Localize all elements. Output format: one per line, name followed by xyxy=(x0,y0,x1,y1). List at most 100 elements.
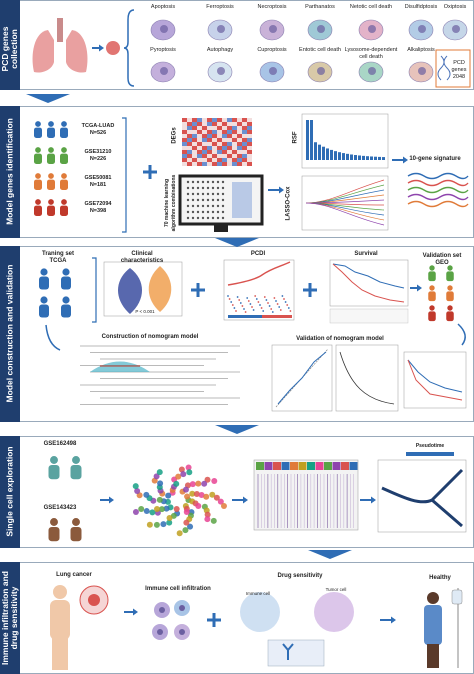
heatmap-cell xyxy=(237,158,242,162)
person-head xyxy=(61,147,67,153)
sc-band xyxy=(315,462,324,470)
rsf-bar xyxy=(338,152,341,160)
heatmap-cell xyxy=(237,162,242,166)
signature-wave xyxy=(407,179,469,187)
person-body xyxy=(428,271,436,282)
person-body xyxy=(47,153,55,164)
ml-dot xyxy=(186,216,190,220)
heatmap-cell xyxy=(192,126,197,130)
section-frame xyxy=(0,562,474,674)
heatmap-cell xyxy=(217,122,222,126)
person-body xyxy=(60,127,68,138)
ml-dot xyxy=(206,204,210,208)
pcdi-curve xyxy=(227,261,291,286)
roc-frame xyxy=(403,351,467,409)
patient-head xyxy=(427,592,439,604)
ml-dot xyxy=(191,210,195,214)
umap-dot xyxy=(186,469,193,476)
ml-dot xyxy=(201,216,205,220)
label: Alkaliptosis xyxy=(407,47,435,53)
umap-dot xyxy=(184,493,191,500)
section-title: Model genes identification xyxy=(4,118,15,225)
heatmap-cell xyxy=(227,130,232,134)
heatmap-cell xyxy=(197,130,202,134)
heatmap-cell xyxy=(207,122,212,126)
label: Cuproptosis xyxy=(257,47,287,53)
sc-heatmap xyxy=(253,459,359,531)
heatmap-cell xyxy=(247,126,252,130)
umap-dot xyxy=(153,473,160,480)
section-sidebar xyxy=(0,106,20,238)
pcdi-dot xyxy=(276,303,279,305)
umap-dot xyxy=(189,490,196,497)
pcdi-dot xyxy=(233,307,236,309)
label: Drug sensitivity xyxy=(277,573,323,579)
pcdi-dot xyxy=(263,296,266,298)
pcdi-dot xyxy=(287,307,290,309)
pcdi-dot xyxy=(284,301,287,303)
ml-dot xyxy=(216,216,220,220)
umap-dot xyxy=(166,519,173,526)
ml-dot xyxy=(191,180,195,184)
heatmap-cell xyxy=(182,130,187,134)
calib-diag xyxy=(275,348,329,408)
heatmap-cell xyxy=(222,162,227,166)
pcdi-dot xyxy=(231,304,234,306)
pcdi-dot xyxy=(286,304,289,306)
heatmap-cell xyxy=(247,162,252,166)
pcdi-dot xyxy=(228,298,231,300)
heatmap-cell xyxy=(182,134,187,138)
dca-line xyxy=(339,351,395,405)
antibody xyxy=(282,643,294,660)
tumor-cell-big xyxy=(314,592,354,632)
pt-frame xyxy=(377,459,467,533)
label: TCGA-LUAD xyxy=(81,123,115,129)
heatmap-cell xyxy=(197,146,202,150)
plus xyxy=(148,165,152,179)
person-body xyxy=(428,291,436,302)
rsf-bar xyxy=(318,144,321,160)
umap-dot xyxy=(138,505,145,512)
label: Ferroptosis xyxy=(206,4,234,10)
heatmap-cell xyxy=(247,150,252,154)
heatmap-cell xyxy=(222,158,227,162)
ml-dot xyxy=(221,210,225,214)
tumor xyxy=(88,594,100,606)
label: N=181 xyxy=(89,182,107,188)
label: Autophagy xyxy=(206,47,234,53)
person-head xyxy=(35,199,41,205)
patient-head xyxy=(53,585,67,599)
pcdi-dot xyxy=(238,299,241,301)
pcdi-dot xyxy=(227,295,229,297)
heatmap-cell xyxy=(192,130,197,134)
ml-dot xyxy=(196,204,200,208)
rsf-bar xyxy=(358,155,361,160)
heatmap-cell xyxy=(242,122,247,126)
ml-dot xyxy=(201,180,205,184)
heatmap-cell xyxy=(222,134,227,138)
pcdi-bar xyxy=(228,315,262,318)
rsf-bar xyxy=(334,151,337,160)
patient-body xyxy=(50,600,70,640)
lungs xyxy=(32,30,54,73)
ml-dot xyxy=(211,204,215,208)
heatmap-cell xyxy=(227,162,232,166)
heatmap-cell xyxy=(202,162,207,166)
heatmap-cell xyxy=(187,162,192,166)
roc-line xyxy=(407,359,463,393)
umap-dot xyxy=(165,492,172,499)
heatmap-cell xyxy=(192,134,197,138)
heatmap-cell xyxy=(242,118,247,122)
sc-band xyxy=(281,462,290,470)
ml-dot xyxy=(211,180,215,184)
umap-dot xyxy=(204,516,211,523)
heatmap-cell xyxy=(182,158,187,162)
person-head xyxy=(35,173,41,179)
umap-dot xyxy=(132,509,139,516)
person-body xyxy=(47,179,55,190)
heatmap-cell xyxy=(217,118,222,122)
heatmap-cell xyxy=(212,134,217,138)
rsf-bar xyxy=(370,156,373,160)
signature-wave xyxy=(407,193,469,201)
